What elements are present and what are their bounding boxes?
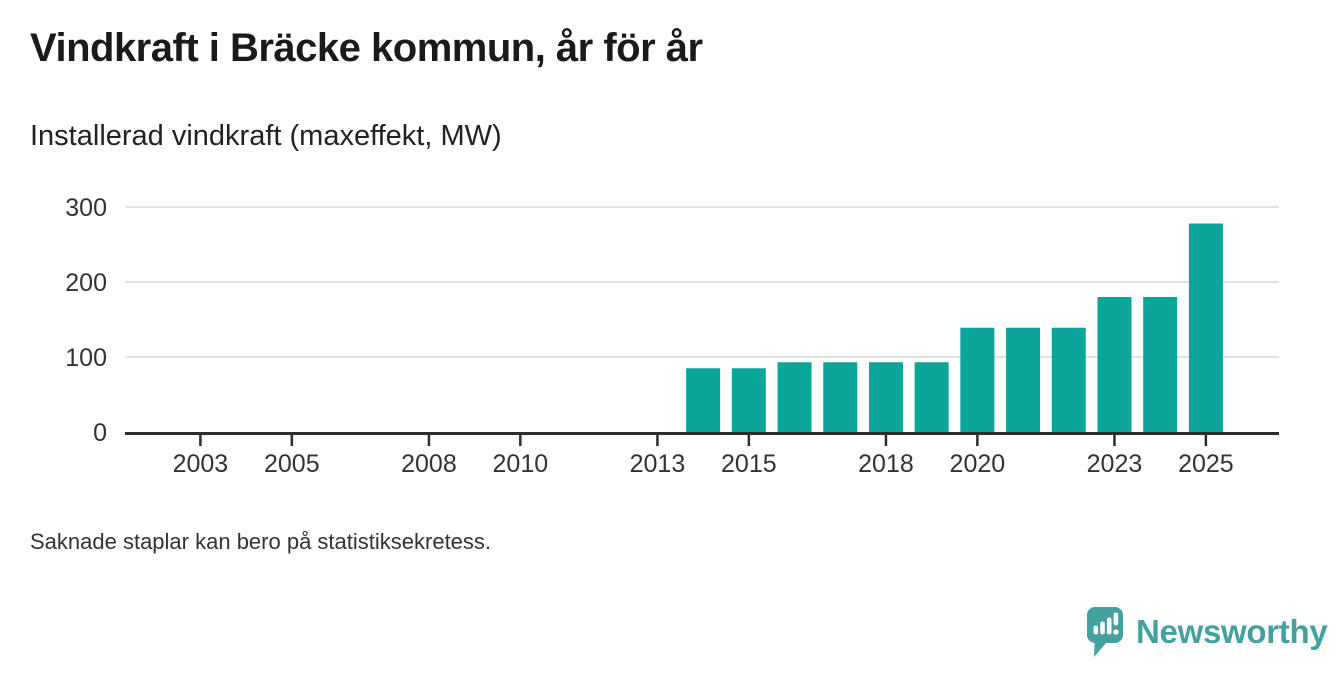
bar-2019 [914,362,949,432]
newsworthy-logo-icon [1086,606,1124,660]
x-axis-label-2010: 2010 [493,450,549,478]
x-axis-label-2005: 2005 [264,450,320,478]
x-axis-label-2025: 2025 [1178,450,1234,478]
y-axis-label-200: 200 [65,269,107,297]
x-axis-label-2013: 2013 [630,450,686,478]
bar-chart-plot: 0 100 200 300 2003 2005 2008 2010 2013 2015 2018 20… [65,194,1279,478]
bar-2024 [1143,297,1178,432]
y-axis-label-100: 100 [65,344,107,372]
x-axis-label-2008: 2008 [401,450,457,478]
newsworthy-logo-text: Newsworthy [1136,613,1328,650]
bar-2016 [777,362,812,432]
footnote: Saknade staplar kan bero på statistiksek… [30,529,492,554]
chart-title: Vindkraft i Bräcke kommun, år för år [30,26,703,70]
x-axis-label-2023: 2023 [1087,450,1143,478]
chart-subtitle: Installerad vindkraft (maxeffekt, MW) [30,120,502,152]
newsworthy-logo[interactable]: Newsworthy [1086,606,1328,660]
y-axis-label-300: 300 [65,194,107,222]
bar-2020 [960,327,995,432]
x-axis-label-2020: 2020 [950,450,1006,478]
x-axis-label-2003: 2003 [173,450,229,478]
bar-2017 [823,362,858,432]
bar-2023 [1097,297,1132,432]
x-axis-label-2018: 2018 [858,450,914,478]
bar-2015 [731,368,766,432]
bar-2025 [1188,223,1223,432]
bar-2021 [1006,327,1041,432]
bar-2022 [1051,327,1086,432]
x-axis-label-2015: 2015 [721,450,777,478]
y-axis-label-0: 0 [93,419,107,447]
bar-2014 [686,368,721,432]
bar-2018 [868,362,903,432]
